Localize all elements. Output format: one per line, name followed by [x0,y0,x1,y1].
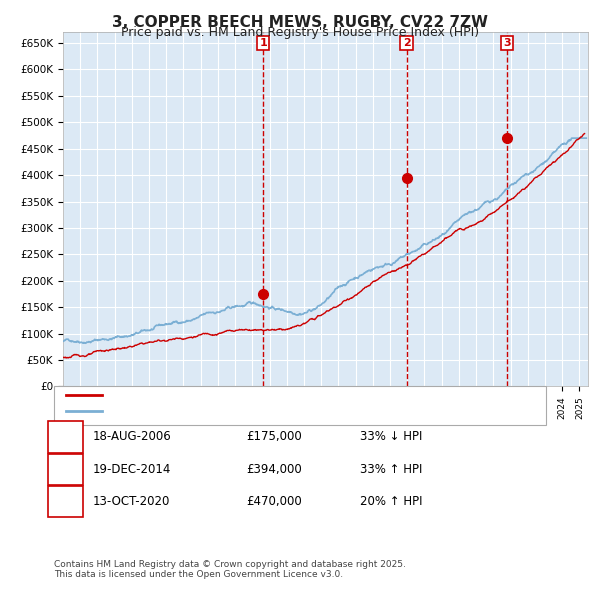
Text: 33% ↓ HPI: 33% ↓ HPI [360,430,422,443]
Text: 2: 2 [403,38,410,48]
Text: 3, COPPER BEECH MEWS, RUGBY, CV22 7ZW: 3, COPPER BEECH MEWS, RUGBY, CV22 7ZW [112,15,488,30]
Text: 3: 3 [503,38,511,48]
Text: HPI: Average price, detached house, Rugby: HPI: Average price, detached house, Rugb… [108,407,334,416]
Text: 13-OCT-2020: 13-OCT-2020 [93,495,170,508]
Text: 33% ↑ HPI: 33% ↑ HPI [360,463,422,476]
Text: 2: 2 [61,463,70,476]
Text: £470,000: £470,000 [246,495,302,508]
Text: 1: 1 [61,430,70,443]
Text: 3, COPPER BEECH MEWS, RUGBY, CV22 7ZW (detached house): 3, COPPER BEECH MEWS, RUGBY, CV22 7ZW (d… [108,391,436,400]
Text: 1: 1 [259,38,267,48]
Text: Contains HM Land Registry data © Crown copyright and database right 2025.
This d: Contains HM Land Registry data © Crown c… [54,560,406,579]
Text: 19-DEC-2014: 19-DEC-2014 [93,463,172,476]
Text: £394,000: £394,000 [246,463,302,476]
Text: Price paid vs. HM Land Registry's House Price Index (HPI): Price paid vs. HM Land Registry's House … [121,26,479,39]
Text: £175,000: £175,000 [246,430,302,443]
Text: 18-AUG-2006: 18-AUG-2006 [93,430,172,443]
Text: 20% ↑ HPI: 20% ↑ HPI [360,495,422,508]
Text: 3: 3 [61,495,70,508]
